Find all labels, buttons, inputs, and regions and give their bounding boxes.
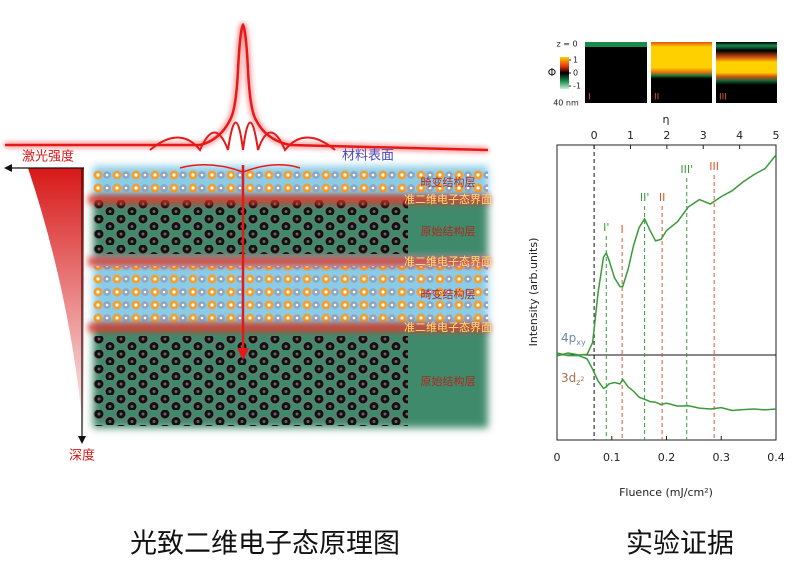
- panel-label: III: [719, 93, 727, 103]
- panel: [585, 42, 647, 103]
- series-line: [556, 154, 777, 357]
- annotation-label: II': [640, 191, 650, 204]
- colorbar-tick-label: -1: [573, 82, 581, 91]
- x-tick-label: 0.2: [658, 451, 676, 464]
- x2-tick-label: 4: [736, 129, 743, 142]
- annotation-label: I: [621, 223, 624, 236]
- depth-label: 深度: [69, 448, 95, 464]
- annotation-label: I': [603, 221, 609, 234]
- colorbar-tick-label: 0: [573, 69, 578, 78]
- x-tick-label: 0.3: [713, 451, 731, 464]
- caption: 实验证据: [626, 529, 734, 560]
- x2-tick-label: 5: [773, 129, 780, 142]
- x-axis-label: Fluence (mJ/cm²): [619, 486, 713, 499]
- interface-label: 准二维电子态界面: [404, 255, 492, 268]
- x2-tick-label: 3: [700, 129, 707, 142]
- x-tick-label: 0: [554, 451, 561, 464]
- x-tick-label: 0.4: [767, 451, 785, 464]
- series-line: [556, 352, 777, 412]
- series-label: 3dz2: [561, 371, 584, 387]
- interface-label: 准二维电子态界面: [404, 193, 492, 206]
- series-label: 4pxy: [561, 331, 586, 347]
- panel: [716, 42, 777, 103]
- plot-frame: [556, 144, 777, 441]
- panel-label: I: [588, 93, 591, 103]
- layer-label: 原始结构层: [421, 224, 476, 238]
- colorbar: [560, 57, 569, 89]
- annotation-label: III': [680, 163, 693, 176]
- surface-label: 材料表面: [342, 149, 394, 164]
- x-tick-label: 0.1: [603, 451, 621, 464]
- panel-band: [585, 42, 647, 47]
- z-top-label: z = 0: [556, 40, 577, 49]
- heatmap-labels: 10-1I II III: [569, 56, 727, 103]
- layer-label: 原始结构层: [421, 374, 476, 388]
- annotation-label: II: [659, 191, 666, 204]
- panel-label: II: [654, 93, 659, 103]
- y-axis-label: Intensity (arb.units): [527, 238, 540, 347]
- interface-label: 准二维电子态界面: [404, 321, 492, 334]
- heatmap: z = 0 40 nm Φ 10-1I II III: [548, 40, 777, 108]
- line-chart: η Fluence (mJ/cm²) Intensity (arb.units)…: [527, 113, 785, 560]
- panel: [651, 42, 712, 103]
- layer-labels: 畸变结构层准二维电子态界面原始结构层准二维电子态界面畸变结构层准二维电子态界面原…: [404, 175, 492, 388]
- schematic: 激光强度 深度 材料表面 畸变结构层准二维电子态界面原始结构层准二维电子态界面畸…: [4, 22, 492, 560]
- x2-tick-label: 2: [663, 129, 670, 142]
- intensity-label: 激光强度: [22, 149, 74, 165]
- colorbar-label: Φ: [548, 66, 557, 79]
- layer-label: 畸变结构层: [421, 287, 476, 301]
- x2-tick-label: 1: [627, 129, 634, 142]
- caption: 光致二维电子态原理图: [130, 529, 400, 560]
- layer-label: 畸变结构层: [421, 175, 476, 189]
- x2-axis-label: η: [663, 113, 670, 126]
- x2-tick-label: 0: [591, 129, 598, 142]
- z-bottom-label: 40 nm: [553, 99, 579, 108]
- annotation-label: III: [709, 160, 719, 173]
- colorbar-tick-label: 1: [573, 56, 578, 65]
